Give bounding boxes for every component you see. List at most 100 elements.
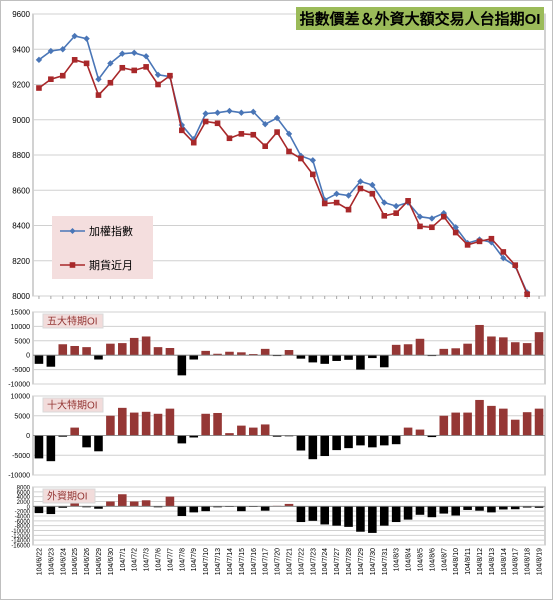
data-point-index (381, 199, 388, 206)
oi-bar (118, 343, 127, 356)
x-tick-label: 104/8/10 (453, 548, 460, 575)
panel-y-tick-label: 5000 (14, 338, 30, 345)
x-tick-label: 104/8/3 (394, 548, 401, 571)
oi-bar (94, 435, 103, 452)
data-point-futures (405, 198, 411, 204)
oi-bar (403, 344, 413, 356)
x-tick-label: 104/8/7 (441, 548, 448, 571)
oi-bar (82, 435, 91, 448)
oi-bar (129, 412, 139, 436)
data-point-index (214, 109, 221, 116)
data-point-futures (476, 238, 483, 245)
oi-bar (451, 506, 460, 516)
x-tick-label: 104/7/22 (298, 548, 305, 575)
data-point-index (226, 107, 233, 115)
oi-bar (379, 435, 389, 446)
panel-y-tick-label: -6000 (15, 519, 31, 525)
legend-label-futures: 期貨近月 (89, 258, 133, 272)
x-tick-label: 104/7/6 (156, 548, 163, 571)
data-point-index (452, 224, 459, 231)
x-tick-label: 104/6/22 (36, 548, 43, 575)
oi-bar (201, 413, 210, 436)
main-y-tick-label: 9200 (12, 81, 30, 90)
oi-bar (106, 415, 115, 436)
oi-bar (82, 506, 91, 508)
data-point-futures (357, 185, 364, 192)
data-point-futures (238, 131, 245, 137)
x-tick-label: 104/6/25 (72, 548, 79, 575)
x-tick-label: 104/6/26 (84, 548, 91, 575)
panel-y-tick-label: 2000 (17, 500, 31, 506)
oi-bar (415, 506, 425, 515)
oi-bar (284, 503, 294, 507)
panel-y-tick-label: 6000 (17, 490, 31, 496)
x-tick-label: 104/7/29 (358, 548, 365, 575)
data-point-futures (298, 155, 304, 162)
data-point-index (369, 181, 376, 189)
oi-bar (153, 347, 163, 356)
oi-bar (320, 506, 330, 525)
x-tick-label: 104/8/19 (537, 548, 544, 575)
oi-bar (177, 506, 187, 516)
panel-y-tick-label: -10000 (8, 382, 30, 389)
main-y-tick-label: 8600 (12, 186, 30, 195)
x-tick-label: 104/7/8 (179, 548, 186, 571)
panel-y-tick-label: -4000 (15, 515, 31, 521)
x-tick-label: 104/7/2 (132, 548, 139, 571)
chart-title-group: 指數價差＆外資大額交易人台指期OI (296, 7, 544, 30)
x-tick-label: 104/7/27 (334, 548, 341, 575)
oi-bar (439, 348, 449, 356)
data-point-index (273, 114, 281, 122)
oi-bar (499, 337, 508, 356)
panel-y-tick-label: 0 (26, 353, 30, 360)
data-point-futures (83, 60, 90, 67)
panel-y-tick-label: 10000 (11, 324, 31, 331)
oi-bar (70, 345, 79, 356)
panel-label-background (42, 313, 104, 329)
data-point-futures (48, 76, 54, 83)
x-tick-label: 104/8/4 (406, 548, 413, 571)
main-y-tick-label: 8400 (12, 222, 30, 231)
oi-bar (510, 506, 520, 510)
panel-y-tick-label: 15000 (11, 310, 31, 317)
data-point-index (309, 157, 317, 164)
oi-bar (165, 496, 175, 507)
data-point-futures (262, 143, 268, 149)
oi-bar (344, 355, 353, 360)
oi-bar (427, 435, 437, 438)
data-point-futures (345, 206, 352, 213)
oi-bar (189, 506, 199, 513)
oi-bar (356, 435, 365, 446)
legend-marker-futures (69, 262, 76, 268)
oi-bar (94, 355, 103, 360)
oi-bar (475, 324, 484, 356)
x-tick-label: 104/8/12 (477, 548, 484, 575)
data-point-index (261, 120, 269, 128)
data-point-index (428, 215, 436, 222)
x-tick-label: 104/7/30 (370, 548, 377, 575)
oi-bar (379, 355, 389, 368)
oi-bar (106, 343, 115, 356)
data-point-index (47, 47, 55, 55)
data-point-index (131, 49, 138, 56)
data-point-index (333, 190, 340, 197)
panel-y-tick-label: -10000 (8, 473, 30, 480)
oi-bar (260, 506, 270, 511)
oi-bar (129, 337, 139, 356)
data-point-futures (179, 127, 185, 134)
data-point-futures (274, 129, 280, 135)
oi-bar (534, 506, 544, 508)
oi-bar (332, 506, 341, 526)
oi-bar (356, 355, 365, 370)
x-tick-label: 104/7/31 (382, 548, 389, 575)
data-point-futures (107, 79, 114, 86)
oi-bar (379, 506, 389, 526)
x-tick-label: 104/8/11 (465, 548, 472, 575)
data-point-futures (512, 262, 519, 268)
panel-y-tick-label: -5000 (12, 453, 30, 460)
oi-bar (58, 344, 68, 356)
oi-bar (177, 355, 187, 376)
oi-bar (463, 343, 472, 356)
oi-bar (356, 506, 365, 532)
main-y-tick-label: 9000 (12, 116, 30, 125)
